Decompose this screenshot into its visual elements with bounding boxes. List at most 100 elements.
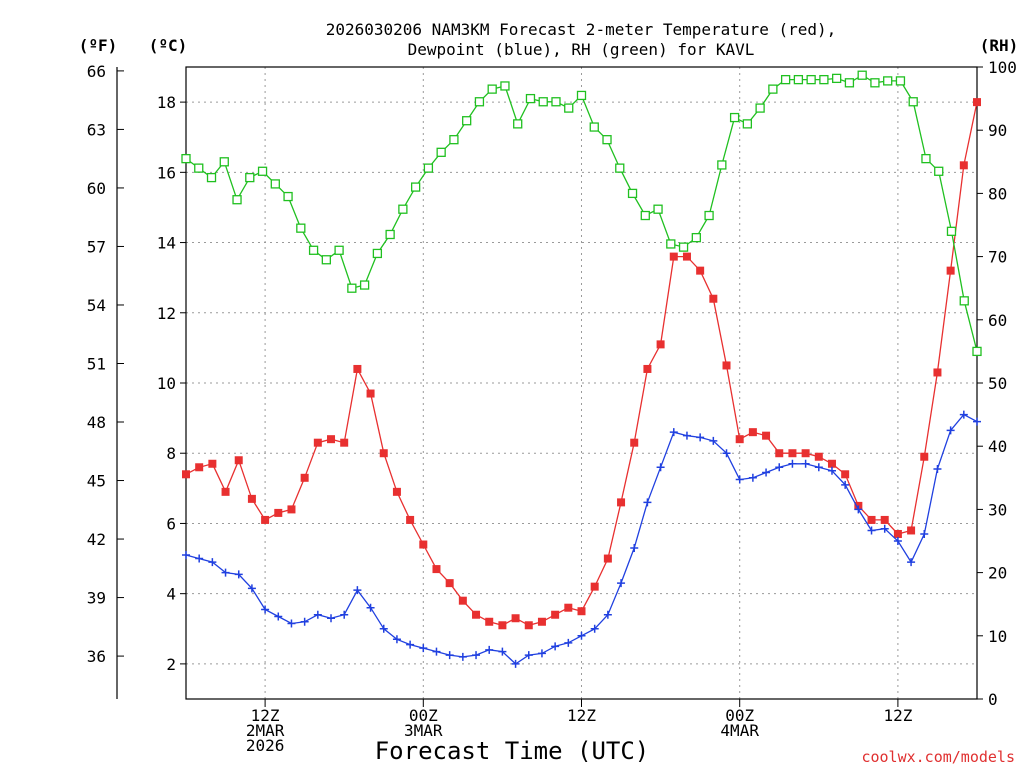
rh-point: [398, 204, 408, 214]
temperature-point: [907, 526, 916, 535]
rh-tick-label: 100: [988, 58, 1017, 77]
temperature-point: [630, 438, 639, 447]
rh-point: [308, 245, 319, 255]
temperature-point: [327, 435, 336, 444]
rh-point: [538, 97, 548, 107]
dewpoint-point: [682, 431, 691, 440]
temperature-point: [261, 515, 270, 524]
temperature-point: [709, 294, 718, 303]
temperature-point: [208, 459, 217, 468]
x-tick-label: 00Z: [409, 706, 438, 725]
x-axis-title: Forecast Time (UTC): [375, 737, 650, 765]
dewpoint-point: [788, 459, 797, 468]
rh-point: [959, 296, 969, 306]
fahrenheit-tick-label: 39: [87, 589, 106, 608]
rh-point: [793, 74, 804, 85]
temperature-point: [920, 452, 929, 461]
dewpoint-point: [234, 570, 243, 579]
fahrenheit-unit-label: (ºF): [79, 36, 118, 55]
temperature-point: [577, 607, 586, 616]
dewpoint-point: [735, 475, 744, 484]
dewpoint-point: [590, 624, 599, 633]
rh-point: [640, 210, 650, 221]
rh-point: [474, 97, 485, 107]
temperature-point: [841, 470, 850, 479]
dewpoint-point: [827, 466, 836, 475]
temperature-point: [827, 459, 836, 468]
temperature-point: [458, 596, 467, 605]
temperature-point: [472, 610, 481, 619]
temperature-point: [893, 529, 902, 538]
rh-point: [615, 163, 625, 173]
temperature-point: [537, 617, 546, 626]
rh-point: [296, 223, 306, 233]
dewpoint-point: [801, 459, 810, 468]
x-tick-label: 2MAR: [246, 721, 285, 740]
temperature-point: [775, 449, 784, 458]
dewpoint-point: [287, 619, 296, 628]
temperature-point: [234, 456, 243, 465]
temperature-point: [366, 389, 375, 398]
temperature-point: [221, 487, 230, 496]
dewpoint-point: [775, 463, 784, 472]
dewpoint-point: [973, 417, 981, 426]
celsius-tick-label: 8: [166, 444, 176, 463]
dewpoint-point: [880, 524, 889, 533]
dewpoint-point: [959, 410, 968, 419]
rh-point: [755, 103, 765, 113]
temperature-point: [340, 438, 349, 447]
dewpoint-point: [933, 465, 942, 474]
dewpoint-point: [762, 468, 771, 477]
rh-point: [768, 84, 778, 94]
dewpoint-point: [669, 428, 678, 437]
fahrenheit-tick-label: 42: [87, 530, 106, 549]
fahrenheit-tick-label: 45: [87, 472, 106, 491]
temperature-point: [195, 463, 204, 472]
dewpoint-point: [472, 651, 481, 660]
rh-point: [564, 103, 574, 113]
temperature-point: [748, 428, 757, 437]
temperature-point: [524, 621, 533, 630]
temperature-point: [696, 266, 705, 275]
rh-point: [206, 172, 217, 183]
rh-point: [704, 210, 714, 221]
dewpoint-point: [630, 544, 639, 553]
dewpoint-point: [392, 635, 401, 644]
temperature-point: [274, 508, 283, 517]
rh-tick-label: 20: [988, 564, 1007, 583]
dewpoint-point: [432, 647, 441, 656]
rh-tick-label: 80: [988, 184, 1007, 203]
chart-title-line-2: Dewpoint (blue), RH (green) for KAVL: [408, 40, 755, 59]
temperature-point: [867, 515, 876, 524]
temperature-point: [617, 498, 626, 507]
temperature-point: [432, 565, 441, 574]
celsius-tick-label: 14: [157, 234, 176, 253]
fahrenheit-tick-label: 54: [87, 296, 106, 315]
celsius-tick-label: 2: [166, 655, 176, 674]
rh-point: [972, 346, 982, 357]
dewpoint-point: [406, 640, 415, 649]
temperature-point: [313, 438, 322, 447]
rh-point: [691, 232, 701, 243]
dewpoint-point: [208, 558, 217, 567]
credit-text: coolwx.com/models: [861, 748, 1015, 766]
temperature-point: [656, 340, 665, 349]
dewpoint-point: [366, 603, 375, 612]
rh-tick-label: 90: [988, 121, 1007, 140]
temperature-point: [247, 494, 256, 503]
dewpoint-point: [656, 463, 665, 472]
x-tick-label: 12Z: [883, 706, 912, 725]
rh-tick-label: 60: [988, 311, 1007, 330]
rh-point: [372, 248, 383, 259]
dewpoint-point: [458, 652, 467, 661]
rh-unit-label: (RH): [980, 36, 1019, 55]
rh-point: [423, 163, 434, 173]
dewpoint-point: [564, 638, 573, 647]
x-tick-label: 00Z: [725, 706, 754, 725]
x-tick-label: 12Z: [251, 706, 280, 725]
rh-point: [321, 255, 331, 265]
dewpoint-point: [340, 610, 349, 619]
rh-point: [410, 182, 421, 192]
rh-tick-label: 0: [988, 690, 998, 709]
